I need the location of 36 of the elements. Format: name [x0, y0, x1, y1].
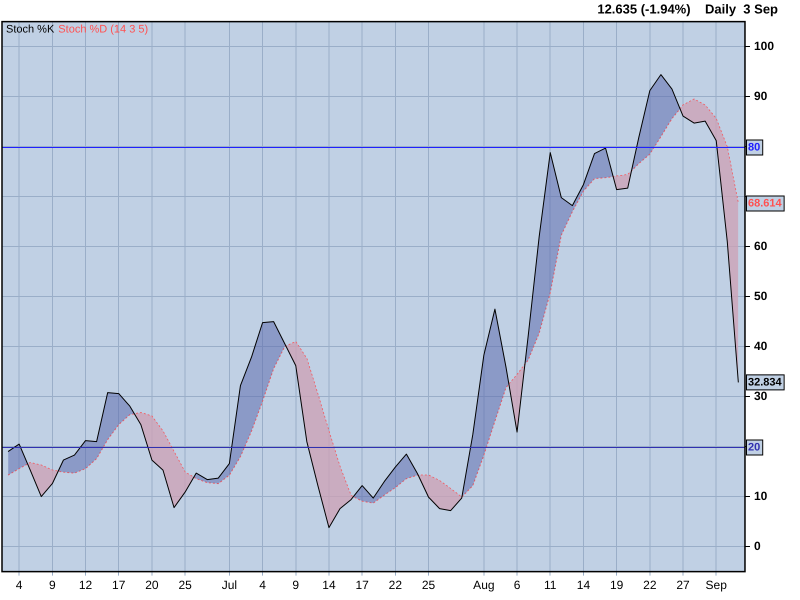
- x-tick-label: 14: [322, 578, 336, 592]
- x-tick-label: 6: [514, 578, 521, 592]
- x-tick-label: 17: [112, 578, 126, 592]
- x-tick-label: 4: [16, 578, 23, 592]
- x-tick-label: 19: [610, 578, 624, 592]
- x-tick-label: 20: [145, 578, 159, 592]
- ref-line-label: 20: [748, 442, 760, 454]
- x-tick-label: 9: [292, 578, 300, 592]
- x-tick-label: 9: [49, 578, 56, 592]
- data-label: 68.614: [748, 198, 783, 210]
- y-tick-label: 40: [754, 338, 768, 353]
- data-label: 32.834: [748, 376, 783, 388]
- text: Stoch %K: [6, 24, 55, 36]
- y-tick-label: 30: [754, 388, 768, 403]
- y-tick-label: 10: [754, 488, 768, 503]
- ref-line-label: 80: [748, 142, 760, 154]
- x-tick-label: 27: [676, 578, 690, 592]
- y-tick-label: 60: [754, 238, 768, 253]
- y-tick-label: 100: [754, 38, 774, 53]
- chart-title: 12.635 (-1.94%) Daily 3 Sep: [597, 1, 778, 16]
- x-tick-label: 4: [259, 578, 266, 592]
- x-tick-label: Jul: [222, 578, 238, 592]
- x-tick-label: 11: [544, 578, 557, 592]
- x-tick-label: 25: [422, 578, 436, 592]
- x-tick-label: 14: [576, 578, 590, 592]
- x-tick-label: Aug: [473, 578, 495, 592]
- x-tick-label: 22: [643, 578, 657, 592]
- x-tick-label: 22: [388, 578, 402, 592]
- x-tick-label: 17: [355, 578, 370, 592]
- x-tick-label: 12: [78, 578, 93, 592]
- y-tick-label: 0: [754, 538, 761, 553]
- text: Stoch %D (14 3 5): [58, 24, 148, 36]
- x-tick-label: 25: [178, 578, 192, 592]
- x-tick-label: Sep: [706, 578, 728, 592]
- y-tick-label: 90: [754, 88, 768, 103]
- y-tick-label: 50: [754, 288, 768, 303]
